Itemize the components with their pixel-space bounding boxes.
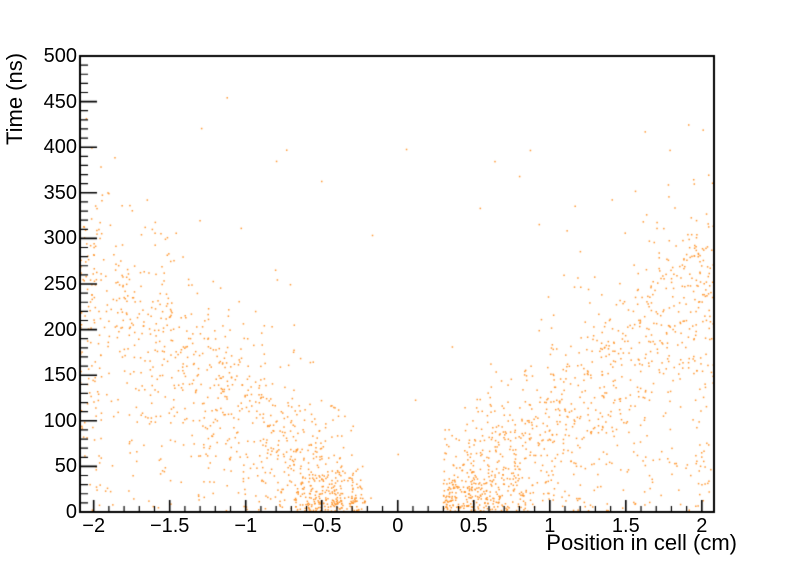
x-tick-label: −1 bbox=[234, 515, 258, 537]
x-tick-label: 0.5 bbox=[459, 515, 488, 537]
x-tick-label: 2 bbox=[696, 515, 708, 537]
x-tick-label: 1 bbox=[544, 515, 556, 537]
y-tick-label: 100 bbox=[43, 409, 77, 432]
y-tick-label: 200 bbox=[43, 318, 77, 341]
y-tick-label: 350 bbox=[43, 181, 77, 204]
y-tick-label: 500 bbox=[43, 45, 77, 67]
y-tick-label: 250 bbox=[43, 273, 77, 295]
y-tick-label: 0 bbox=[65, 501, 77, 523]
y-tick-label: 450 bbox=[43, 90, 77, 113]
x-tick-label: −2 bbox=[82, 515, 106, 537]
x-tick-label: 0 bbox=[392, 515, 404, 537]
x-axis-title: Position in cell (cm) bbox=[546, 530, 737, 555]
y-tick-label: 150 bbox=[43, 364, 77, 387]
y-tick-label: 400 bbox=[43, 136, 77, 159]
y-tick-label: 50 bbox=[54, 455, 77, 478]
y-tick-label: 300 bbox=[43, 227, 77, 250]
x-tick-label: −0.5 bbox=[301, 515, 342, 537]
x-tick-label: 1.5 bbox=[611, 515, 640, 537]
x-tick-label: −1.5 bbox=[149, 515, 190, 537]
